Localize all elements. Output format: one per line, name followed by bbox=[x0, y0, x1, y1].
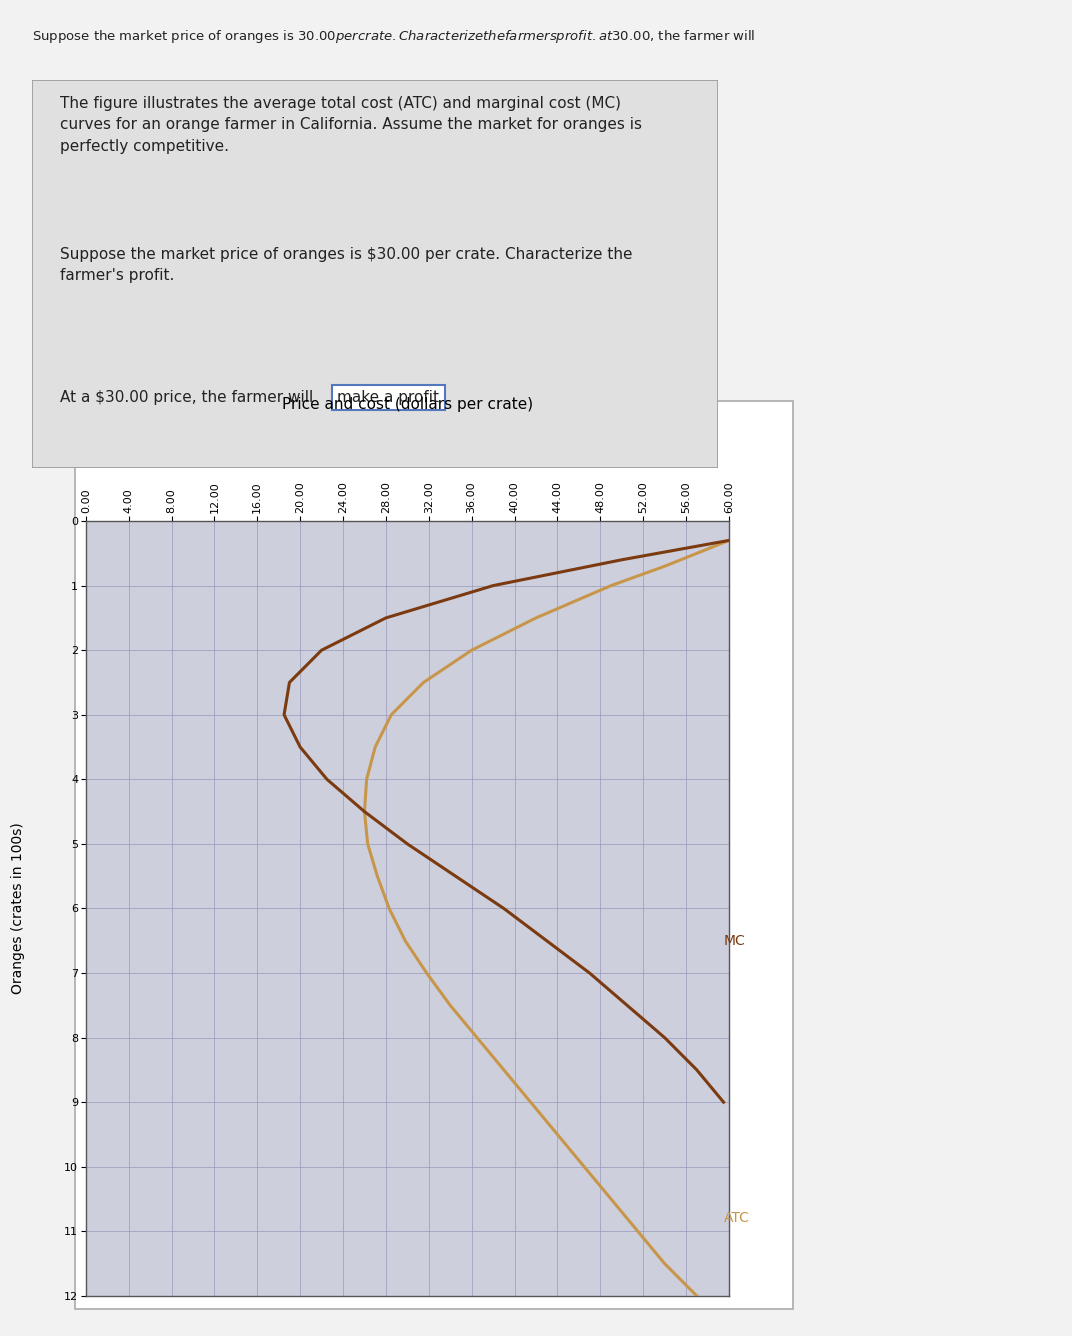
Text: The figure illustrates the average total cost (ATC) and marginal cost (MC)
curve: The figure illustrates the average total… bbox=[60, 96, 642, 154]
Text: Suppose the market price of oranges is $30.00 per crate. Characterize the
farmer: Suppose the market price of oranges is $… bbox=[60, 247, 632, 283]
X-axis label: Price and cost (dollars per crate): Price and cost (dollars per crate) bbox=[282, 397, 533, 413]
Text: MC: MC bbox=[724, 934, 745, 947]
Text: Suppose the market price of oranges is $30.00 per crate. Characterize the farmer: Suppose the market price of oranges is $… bbox=[32, 28, 756, 45]
Text: make a profit: make a profit bbox=[338, 390, 440, 405]
Text: At a $30.00 price, the farmer will: At a $30.00 price, the farmer will bbox=[60, 390, 317, 405]
Text: ATC: ATC bbox=[724, 1212, 749, 1225]
FancyBboxPatch shape bbox=[32, 80, 718, 468]
Y-axis label: Oranges (crates in 100s): Oranges (crates in 100s) bbox=[11, 823, 25, 994]
